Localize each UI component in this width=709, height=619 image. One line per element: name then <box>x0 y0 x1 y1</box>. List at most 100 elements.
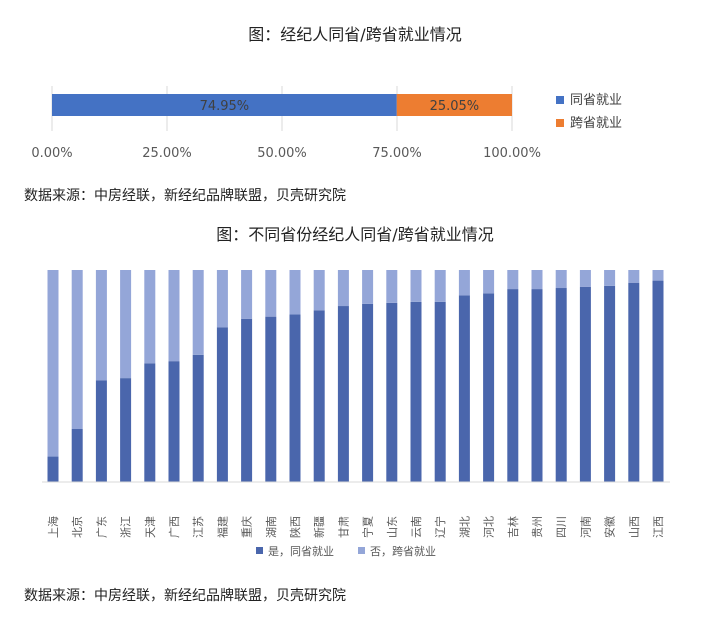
chart2-bar-segment <box>95 380 107 482</box>
chart2-bar-segment <box>386 270 398 303</box>
chart2-source: 数据来源：中房经联，新经纪品牌联盟，贝壳研究院 <box>24 588 346 604</box>
chart2-bar-segment <box>507 270 519 290</box>
chart2-legend-label: 否，跨省就业 <box>370 544 436 558</box>
chart2-bar-segment <box>386 302 398 482</box>
chart2-bar-segment <box>216 270 228 328</box>
chart1-tick-label: 0.00% <box>31 146 72 161</box>
chart2-bar-segment <box>579 270 591 287</box>
chart2-bar-segment <box>652 280 664 482</box>
chart2-category-label: 北京 <box>70 516 84 538</box>
chart2-category-label: 贵州 <box>531 516 544 538</box>
chart2-bar-segment <box>192 270 204 355</box>
chart2-category-label: 重庆 <box>240 516 254 538</box>
chart2-bar-segment <box>192 354 204 482</box>
chart2-category-label: 甘肃 <box>337 516 350 538</box>
chart2-bar-segment <box>313 310 325 482</box>
chart2-category-label: 四川 <box>555 516 568 538</box>
chart1-bar-segment <box>52 94 397 116</box>
chart2-category-label: 广东 <box>95 516 108 538</box>
chart2-legend-label: 是，同省就业 <box>268 544 334 558</box>
chart1-data-label: 74.95% <box>200 99 250 114</box>
chart1-data-label: 25.05% <box>430 99 480 114</box>
chart2-bar-segment <box>434 270 446 302</box>
chart2-category-label: 湖北 <box>458 516 471 538</box>
chart2-category-labels: 上海 北京 广东 浙江 天津 广西 江苏 福建 重庆 湖南 陕西 新疆 甘肃 宁夏 山东 云南 辽宁 湖北 河北 吉林… <box>46 516 665 538</box>
chart2-bar-segment <box>531 270 543 290</box>
chart2-bar-segment <box>604 270 616 286</box>
chart2-category-label: 山西 <box>628 516 641 538</box>
chart2-bar-segment <box>628 270 640 283</box>
chart2-category-label: 上海 <box>46 516 60 538</box>
chart2-category-label: 辽宁 <box>433 516 447 538</box>
chart2-bar-segment <box>362 270 374 304</box>
chart2-category-label: 湖南 <box>265 516 278 538</box>
chart2-bar-segment <box>241 318 253 482</box>
chart1-tick-label: 75.00% <box>372 146 422 161</box>
chart2-category-label: 浙江 <box>120 516 133 538</box>
chart2-bar-segment <box>458 270 470 296</box>
chart1-legend-swatch <box>556 96 564 104</box>
chart2-bar-segment <box>313 270 325 311</box>
chart1-tick-label: 25.00% <box>142 146 192 161</box>
chart2-category-label: 河南 <box>579 516 592 538</box>
chart2-bar-segment <box>434 301 446 482</box>
chart2-category-label: 福建 <box>215 516 229 538</box>
chart2-bar-segment <box>95 270 107 381</box>
chart2-bar-segment <box>410 301 422 482</box>
chart2-title: 图：不同省份经纪人同省/跨省就业情况 <box>216 225 493 244</box>
chart2-bar-segment <box>265 270 277 317</box>
chart2-bar-segment <box>531 289 543 482</box>
chart1-legend-swatch <box>556 119 564 127</box>
chart2-bar-segment <box>47 456 59 482</box>
chart1-tick-label: 50.00% <box>257 146 307 161</box>
chart1-legend-label: 同省就业 <box>570 93 622 108</box>
chart2-bar-segment <box>168 270 180 362</box>
chart1-title: 图：经纪人同省/跨省就业情况 <box>248 25 461 44</box>
chart2-bar-segment <box>483 293 495 482</box>
chart1-tick-labels: 0.00% 25.00% 50.00% 75.00% 100.00% <box>31 146 541 161</box>
chart2-category-label: 河北 <box>483 516 496 538</box>
chart2-category-label: 江苏 <box>192 516 205 538</box>
chart2-bar-segment <box>628 282 640 482</box>
chart2-category-label: 宁夏 <box>361 516 375 538</box>
chart2-bar-segment <box>507 289 519 482</box>
chart1-bar-segment <box>396 94 512 116</box>
chart2-category-label: 新疆 <box>312 516 326 538</box>
chart2-bar-segment <box>362 303 374 482</box>
chart2-bar-segment <box>47 270 59 457</box>
chart2-legend-swatch <box>358 547 365 554</box>
chart2-category-label: 江西 <box>652 516 665 538</box>
chart2-bar-segment <box>289 314 301 482</box>
chart2-bar-segment <box>604 285 616 482</box>
chart2-legend-swatch <box>256 547 263 554</box>
chart1-bars: 74.95% 25.05% <box>52 94 512 116</box>
chart2-bar-segment <box>71 429 83 482</box>
chart1-tick-label: 100.00% <box>483 146 541 161</box>
chart2-category-label: 山东 <box>386 516 399 538</box>
chart2-category-label: 吉林 <box>506 516 520 538</box>
chart2-category-label: 陕西 <box>288 516 302 538</box>
chart2-bar-segment <box>120 270 132 379</box>
chart2-bar-segment <box>337 306 349 482</box>
chart2-bar-segment <box>71 270 83 429</box>
chart2-bar-segment <box>337 270 349 307</box>
chart2-category-label: 云南 <box>410 516 423 538</box>
chart2-bar-segment <box>144 270 156 364</box>
chart1-legend-label: 跨省就业 <box>570 116 622 131</box>
chart2-bar-segment <box>555 270 567 289</box>
chart2-bar-segment <box>483 270 495 294</box>
chart2-bar-segment <box>168 361 180 482</box>
chart2-bar-segment <box>652 270 664 281</box>
chart2-category-label: 天津 <box>144 516 157 538</box>
chart2-bar-segment <box>120 378 132 482</box>
chart2-bars <box>47 270 664 482</box>
chart1-source: 数据来源：中房经联，新经纪品牌联盟，贝壳研究院 <box>24 188 346 204</box>
chart2-bar-segment <box>410 270 422 302</box>
chart2-bar-segment <box>458 295 470 482</box>
chart2-bar-segment <box>241 270 253 319</box>
chart2-bar-segment <box>216 327 228 482</box>
chart2-category-label: 广西 <box>168 516 181 538</box>
chart2-bar-segment <box>579 286 591 482</box>
